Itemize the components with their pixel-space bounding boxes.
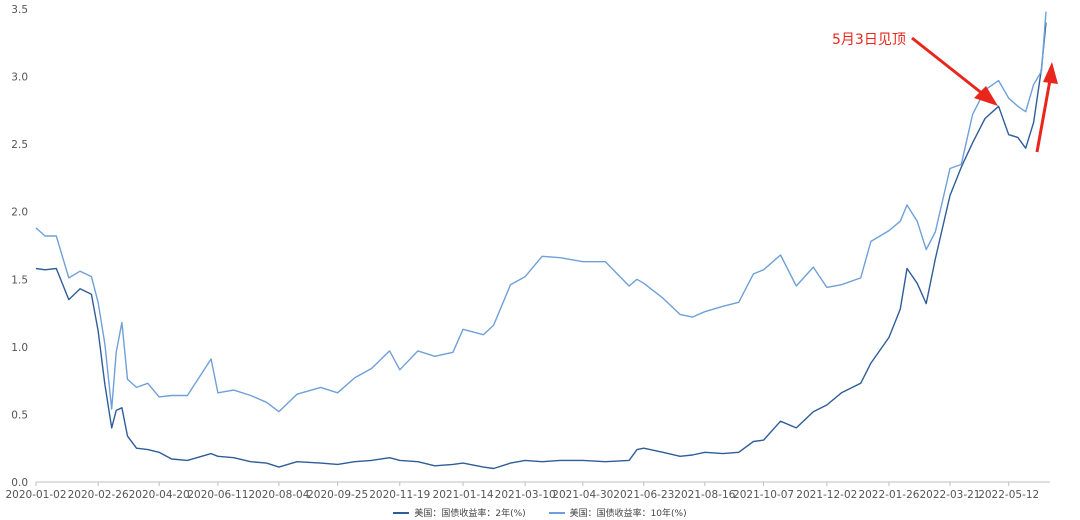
- legend-label-2y: 美国：国债收益率：2年(%): [414, 509, 526, 519]
- x-tick-label: 2021-08-16: [674, 489, 735, 501]
- x-tick-label: 2021-12-02: [796, 489, 857, 501]
- annotation-label: 5月3日见顶: [832, 32, 906, 48]
- y-tick-label: 0.5: [11, 409, 28, 421]
- y-tick-label: 1.0: [11, 342, 28, 354]
- legend-swatch-10y: [548, 511, 565, 514]
- series-line-2y: [35, 22, 1047, 470]
- x-tick-label: 2022-03-21: [919, 489, 980, 501]
- annotation: 5月3日见顶: [832, 32, 1058, 153]
- series-line-10y: [35, 11, 1047, 413]
- y-tick-label: 2.0: [11, 207, 28, 219]
- x-tick-label: 2020-04-20: [129, 489, 190, 501]
- y-tick-label: 3.5: [11, 4, 28, 16]
- x-tick-label: 2022-05-12: [978, 489, 1039, 501]
- trend-arrow-line: [1035, 79, 1052, 153]
- x-tick-label: 2020-08-04: [248, 489, 309, 501]
- x-tick-label: 2020-11-19: [369, 489, 430, 501]
- legend-item-10y: 美国：国债收益率：10年(%): [548, 506, 687, 519]
- legend-label-10y: 美国：国债收益率：10年(%): [569, 509, 687, 519]
- x-tick-label: 2020-02-26: [68, 489, 129, 501]
- x-tick-label: 2021-06-23: [613, 489, 674, 501]
- x-tick-label: 2022-01-26: [858, 489, 919, 501]
- x-tick-label: 2021-10-07: [733, 489, 794, 501]
- x-tick-label: 2021-01-14: [433, 489, 494, 501]
- x-tick-label: 2021-03-10: [495, 489, 556, 501]
- y-tick-label: 0.0: [11, 477, 28, 489]
- x-tick-label: 2020-06-11: [187, 489, 248, 501]
- x-tick-label: 2021-04-30: [552, 489, 613, 501]
- legend-item-2y: 美国：国债收益率：2年(%): [393, 506, 526, 519]
- y-axis-ticks: 0.0 0.5 1.0 1.5 2.0 2.5 3.0 3.5: [11, 4, 28, 489]
- y-tick-label: 1.5: [11, 274, 28, 286]
- annotation-arrowhead: [974, 86, 998, 106]
- x-tick-label: 2020-01-02: [5, 489, 66, 501]
- y-tick-label: 2.5: [11, 139, 28, 151]
- x-tick-label: 2020-09-25: [307, 489, 368, 501]
- annotation-arrow-line: [911, 36, 989, 100]
- x-axis-ticks: 2020-01-02 2020-02-26 2020-04-202020-06-11…: [5, 482, 1039, 501]
- trend-arrowhead: [1043, 62, 1058, 84]
- chart-legend: 美国：国债收益率：2年(%) 美国：国债收益率：10年(%): [0, 506, 1080, 519]
- legend-swatch-2y: [393, 511, 410, 514]
- y-tick-label: 3.0: [11, 72, 28, 84]
- series-lines: [35, 11, 1047, 470]
